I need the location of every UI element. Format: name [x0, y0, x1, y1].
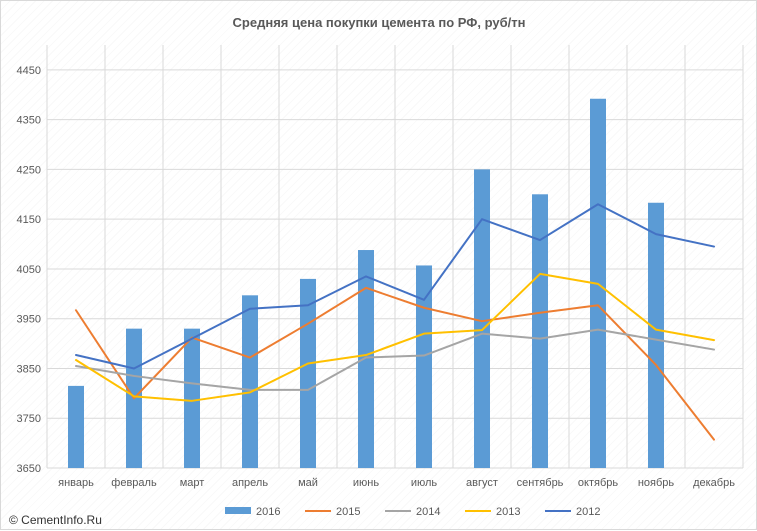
legend-label-2012: 2012	[576, 506, 600, 518]
legend-label-2015: 2015	[336, 506, 360, 518]
line-series	[75, 203, 715, 441]
x-axis-ticks: январь февраль март апрель май июнь июль август…	[58, 477, 735, 489]
line-series-2015	[75, 286, 715, 441]
legend: 2016 2015 2014 2013 2012	[225, 506, 600, 518]
legend-swatch-2016	[225, 507, 251, 514]
watermark: © CementInfo.Ru	[9, 513, 102, 527]
bar-2016-март	[184, 328, 200, 468]
x-tick-label: июнь	[353, 477, 379, 489]
x-tick-label: август	[466, 477, 498, 489]
x-tick-label: февраль	[111, 477, 157, 489]
bar-2016-август	[474, 169, 490, 469]
bar-2016-июнь	[358, 250, 374, 468]
x-tick-label: январь	[58, 477, 94, 489]
y-tick-label: 4150	[17, 214, 41, 226]
x-tick-label: март	[180, 477, 205, 489]
legend-label-2013: 2013	[496, 506, 520, 518]
bar-2016-май	[300, 278, 316, 468]
legend-label-2014: 2014	[416, 506, 440, 518]
x-tick-label: май	[298, 477, 318, 489]
bar-2016-ноябрь	[648, 202, 664, 468]
y-tick-label: 3950	[17, 314, 41, 326]
x-tick-label: декабрь	[693, 477, 735, 489]
x-tick-label: октябрь	[578, 477, 618, 489]
bar-2016-сентябрь	[532, 194, 548, 468]
gridlines	[46, 45, 744, 469]
y-tick-label: 4450	[17, 65, 41, 77]
bar-2016-апрель	[242, 295, 258, 468]
line-series-2014	[75, 328, 715, 391]
bar-2016-июль	[416, 265, 432, 468]
x-tick-label: сентябрь	[517, 477, 564, 489]
x-tick-label: июль	[411, 477, 438, 489]
legend-label-2016: 2016	[256, 506, 280, 518]
bar-2016-январь	[68, 385, 84, 468]
y-tick-label: 3650	[17, 463, 41, 475]
line-series-2013	[75, 272, 715, 402]
x-tick-label: ноябрь	[638, 477, 675, 489]
line-series-2012	[75, 203, 715, 370]
y-tick-label: 3850	[17, 363, 41, 375]
y-axis-ticks: 3650 3750 3850 3950 4050 4150 4250 4350 4450	[17, 65, 41, 475]
chart-title: Средняя цена покупки цемента по РФ, руб/…	[233, 15, 526, 30]
bar-series	[68, 98, 664, 469]
y-tick-label: 3750	[17, 413, 41, 425]
y-tick-label: 4050	[17, 264, 41, 276]
x-tick-label: апрель	[232, 477, 268, 489]
y-tick-label: 4250	[17, 164, 41, 176]
y-tick-label: 4350	[17, 115, 41, 127]
